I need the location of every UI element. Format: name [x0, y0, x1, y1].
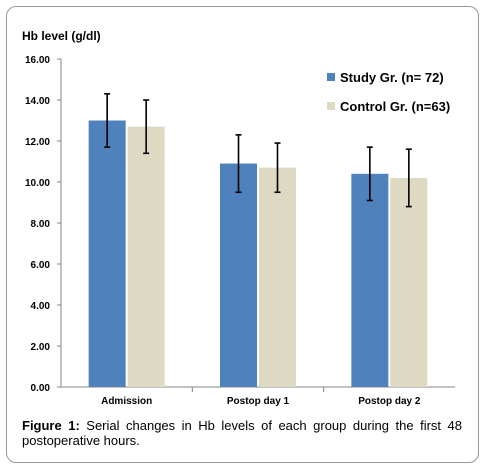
- bar: [259, 167, 296, 387]
- y-tick-label: 0.00: [31, 383, 51, 394]
- y-tick-label: 2.00: [31, 342, 51, 353]
- legend-label: Control Gr. (n=63): [340, 99, 450, 114]
- y-tick-label: 12.00: [25, 137, 50, 148]
- legend-label: Study Gr. (n= 72): [340, 70, 444, 85]
- figure-caption: Figure 1: Serial changes in Hb levels of…: [22, 418, 462, 448]
- y-tick-label: 16.00: [25, 55, 50, 66]
- bar: [127, 126, 165, 388]
- x-tick-label: Postop day 2: [358, 396, 421, 407]
- y-tick-label: 4.00: [31, 301, 51, 312]
- y-tick-label: 14.00: [25, 96, 50, 107]
- y-axis-title: Hb level (g/dl): [22, 29, 101, 43]
- bar: [220, 163, 257, 387]
- y-tick-label: 6.00: [31, 260, 51, 271]
- y-tick-label: 10.00: [25, 178, 50, 189]
- y-tick-label: 8.00: [31, 219, 51, 230]
- bar: [88, 120, 126, 387]
- x-tick-label: Admission: [101, 396, 152, 407]
- caption-label: Figure 1:: [22, 418, 80, 433]
- bar: [390, 177, 428, 387]
- legend-swatch: [327, 102, 335, 110]
- bar: [351, 173, 389, 387]
- legend-swatch: [327, 73, 335, 81]
- x-tick-label: Postop day 1: [227, 396, 290, 407]
- caption-text: Serial changes in Hb levels of each grou…: [22, 418, 462, 448]
